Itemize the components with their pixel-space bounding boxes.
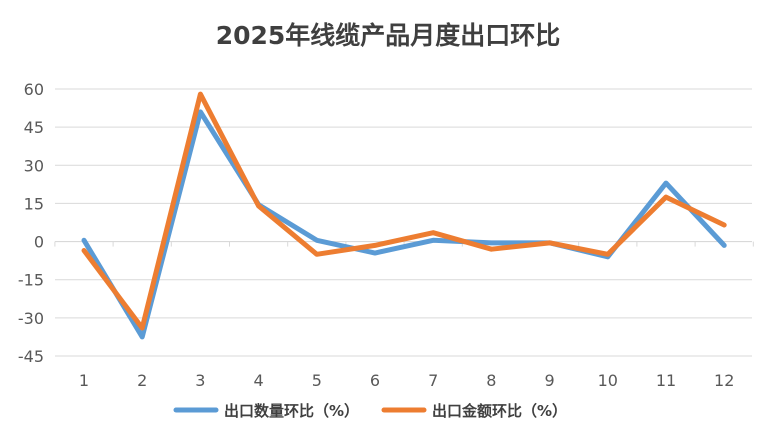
x-tick-label: 7 <box>428 371 438 390</box>
y-tick-label: 45 <box>24 118 44 137</box>
chart-title: 2025年线缆产品月度出口环比 <box>216 21 561 50</box>
y-tick-label: 60 <box>24 80 44 99</box>
x-tick-label: 9 <box>545 371 555 390</box>
y-axis-tick-labels: 60 45 30 15 0 -15 -30 -45 <box>18 80 44 366</box>
x-tick-label: 1 <box>79 371 89 390</box>
y-tick-label: 30 <box>24 156 44 175</box>
x-tick-label: 6 <box>370 371 380 390</box>
y-tick-label: -15 <box>18 271 44 290</box>
series-lines <box>81 91 727 340</box>
x-axis-tick-labels: 1 2 3 4 5 6 7 8 9 10 11 12 <box>79 371 734 390</box>
legend-label-2: 出口金额环比（%） <box>432 402 567 420</box>
x-tick-label: 12 <box>714 371 734 390</box>
x-tick-label: 8 <box>486 371 496 390</box>
legend-label-1: 出口数量环比（%） <box>224 402 359 420</box>
x-tick-label: 11 <box>656 371 676 390</box>
y-tick-label: -45 <box>18 347 44 366</box>
series-line-1 <box>81 109 727 340</box>
x-tick-label: 3 <box>195 371 205 390</box>
y-tick-label: 0 <box>34 233 44 252</box>
y-tick-label: 15 <box>24 194 44 213</box>
y-tick-label: -30 <box>18 309 44 328</box>
legend: 出口数量环比（%） 出口金额环比（%） <box>173 402 567 420</box>
x-tick-label: 4 <box>254 371 264 390</box>
x-tick-label: 2 <box>137 371 147 390</box>
series-line-2 <box>81 91 727 331</box>
gridlines <box>54 88 754 357</box>
x-tick-label: 5 <box>312 371 322 390</box>
x-tick-label: 10 <box>598 371 618 390</box>
